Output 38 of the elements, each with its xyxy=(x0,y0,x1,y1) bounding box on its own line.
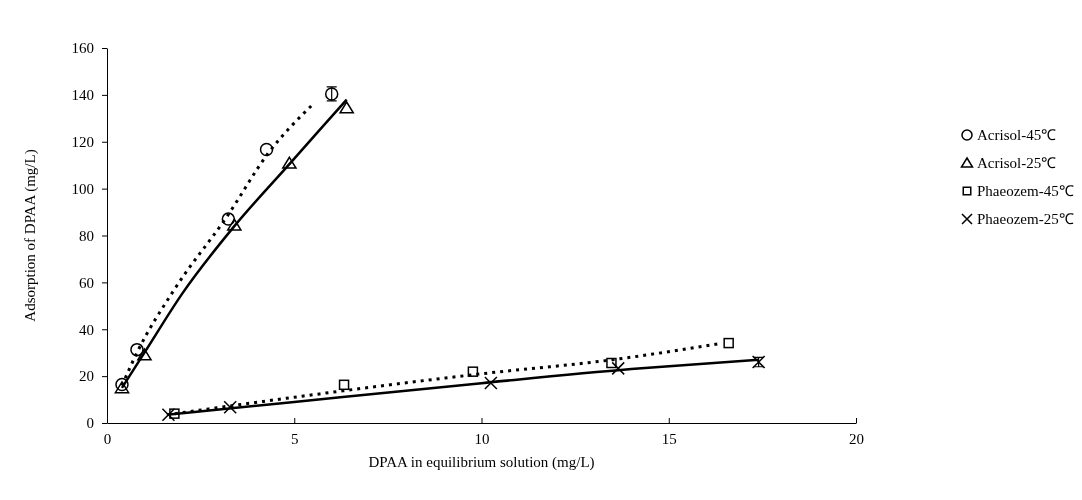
y-axis-title: Adsorption of DPAA (mg/L) xyxy=(22,149,39,322)
legend-label: Phaeozem-25℃ xyxy=(977,211,1074,227)
legend-label: Phaeozem-45℃ xyxy=(977,183,1074,199)
point xyxy=(611,361,625,376)
point xyxy=(484,376,498,390)
point xyxy=(282,156,297,169)
point xyxy=(130,342,144,357)
legend-label: Acrisol-45℃ xyxy=(977,127,1057,143)
y-tick-label: 100 xyxy=(71,180,94,197)
y-tick-label: 0 xyxy=(86,415,94,432)
point xyxy=(137,348,152,361)
x-axis-title: DPAA in equilibrium solution (mg/L) xyxy=(368,454,595,471)
point xyxy=(169,408,180,419)
point xyxy=(338,379,350,391)
point xyxy=(161,408,176,422)
point xyxy=(339,101,355,114)
x-tick-label: 15 xyxy=(661,430,677,447)
y-tick-label: 60 xyxy=(79,274,94,291)
y-tick-label: 20 xyxy=(79,368,94,385)
point xyxy=(259,142,274,157)
x-tick-label: 0 xyxy=(103,430,112,447)
point xyxy=(114,381,130,394)
point xyxy=(606,357,617,369)
point xyxy=(226,218,242,231)
y-tick-label: 160 xyxy=(71,40,94,57)
y-tick-label: 40 xyxy=(79,321,94,338)
point xyxy=(723,337,734,349)
x-tick-label: 5 xyxy=(291,430,299,447)
point xyxy=(467,366,479,377)
y-tick-label: 120 xyxy=(71,134,94,151)
legend-label: Acrisol-25℃ xyxy=(977,155,1057,171)
point xyxy=(115,377,129,392)
y-tick-label: 140 xyxy=(71,87,94,104)
x-tick-label: 10 xyxy=(474,430,490,447)
y-tick-label: 80 xyxy=(79,227,94,244)
point xyxy=(223,400,237,415)
point xyxy=(221,212,236,226)
x-tick-label: 20 xyxy=(849,430,864,447)
